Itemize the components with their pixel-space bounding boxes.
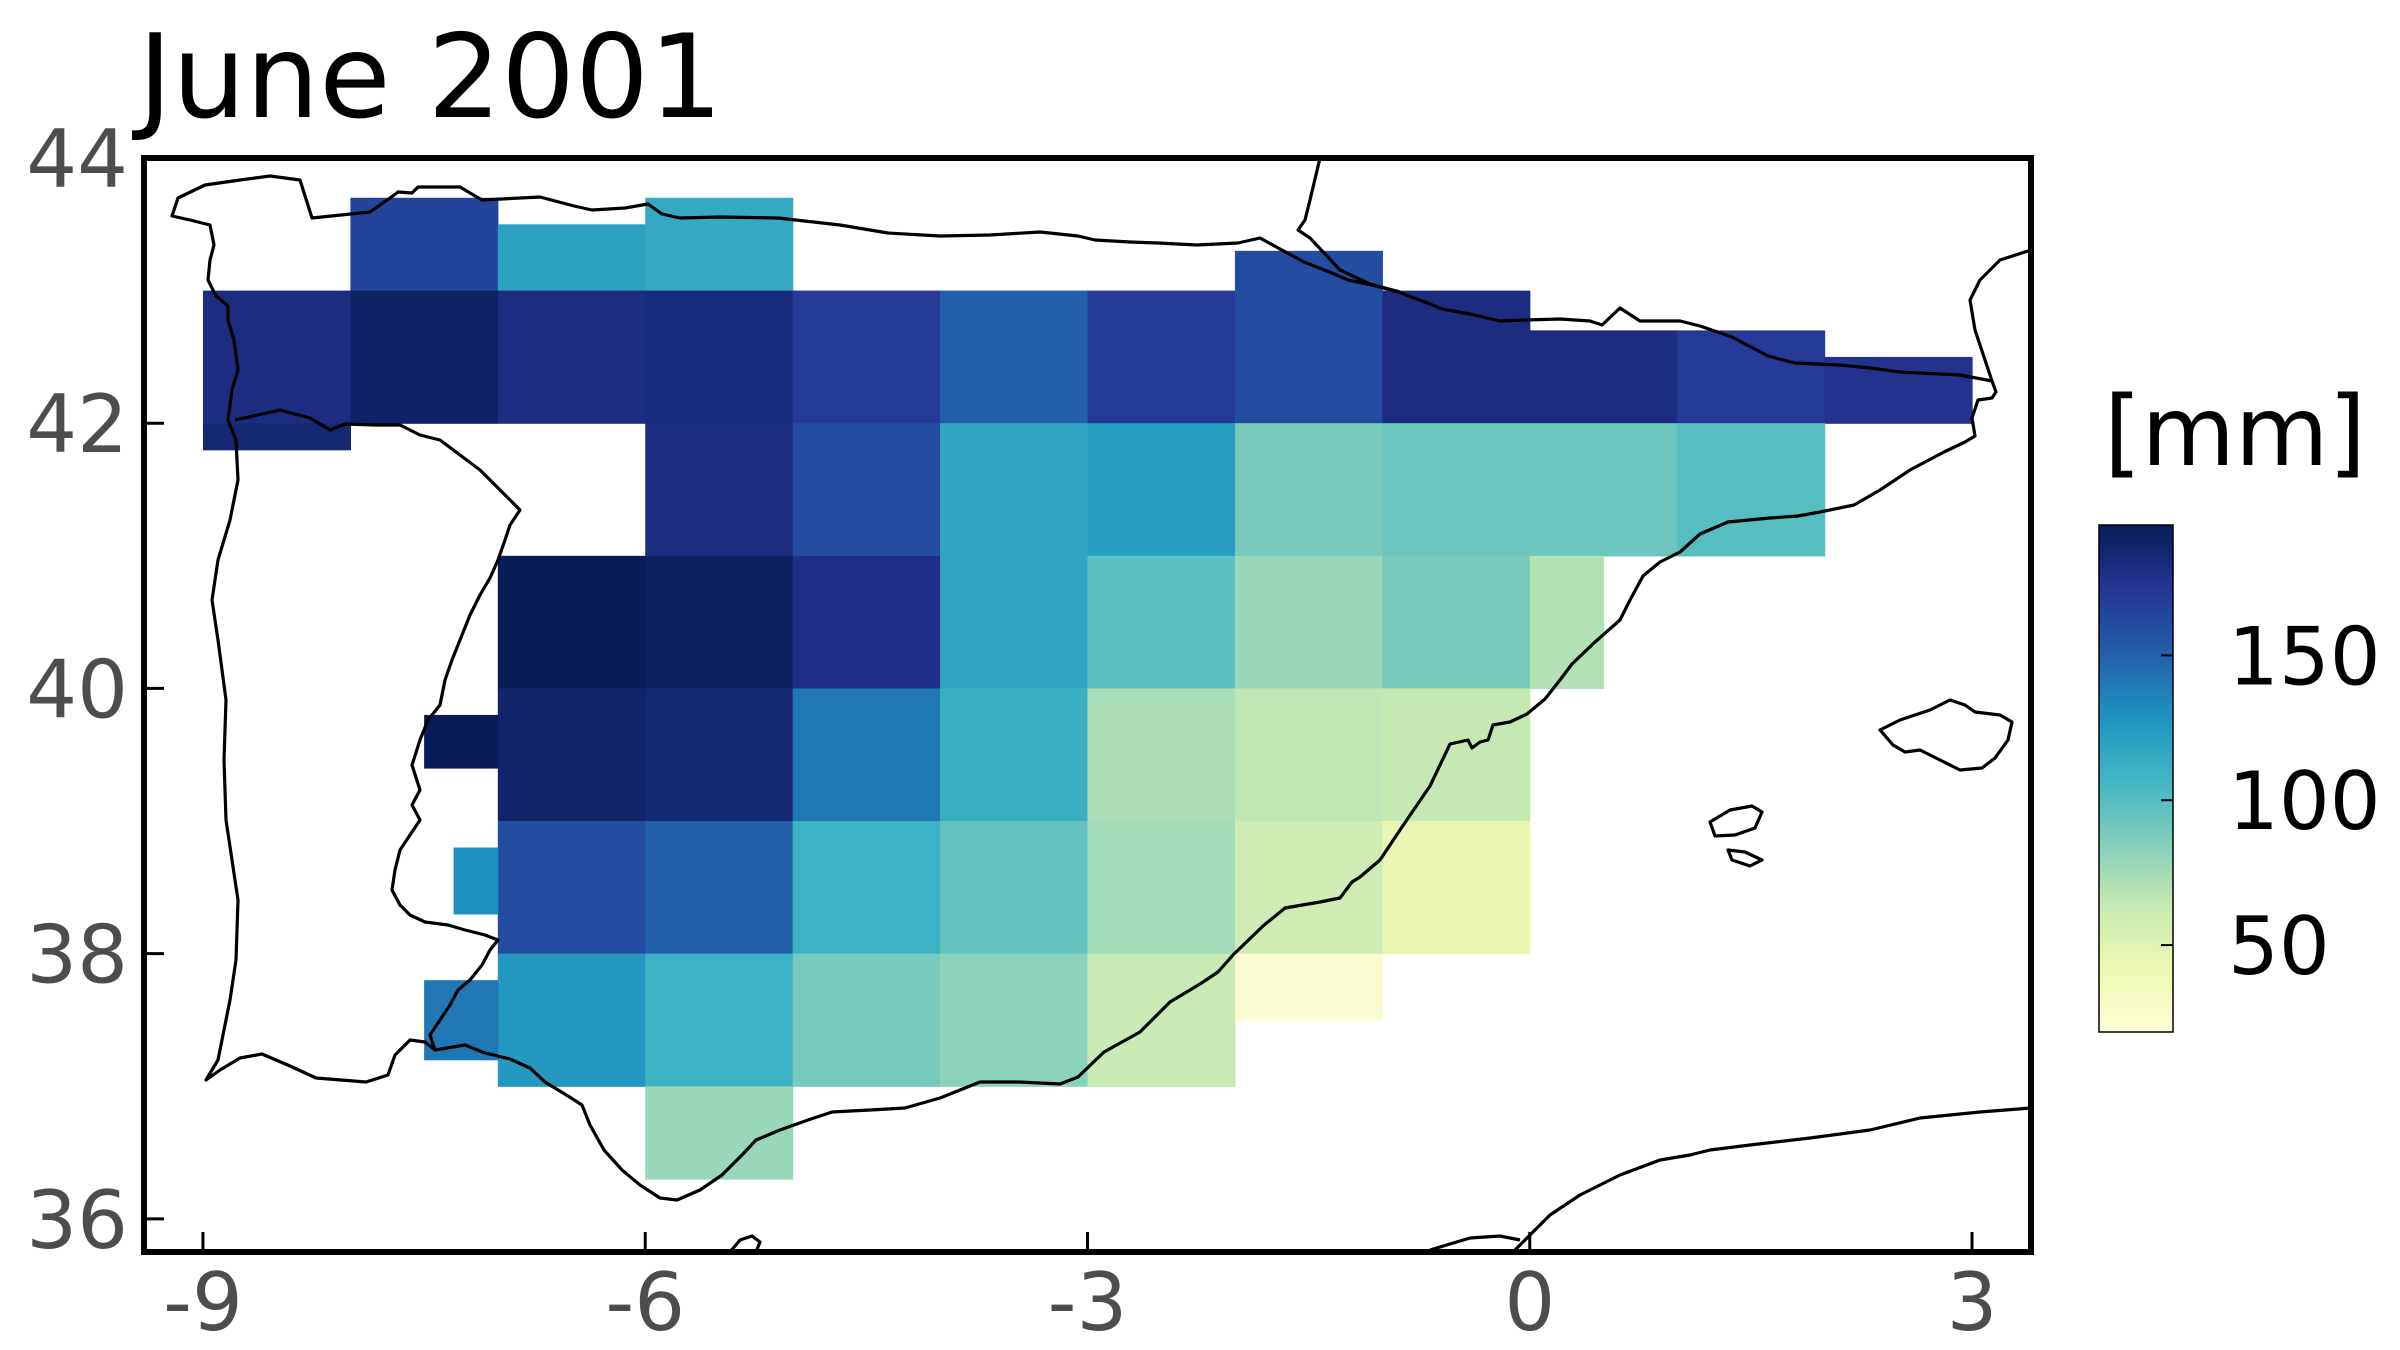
colorbar-tick-label: 100: [2228, 755, 2381, 848]
grid-cell: [497, 821, 646, 955]
grid-cell: [1234, 423, 1383, 557]
grid-cell: [1234, 555, 1383, 690]
colorbar: [mm] 50 100 150: [2098, 376, 2381, 1033]
coastline-france: [1296, 158, 1401, 294]
y-tick-label: 38: [26, 909, 128, 1002]
grid-cell: [350, 197, 499, 292]
grid-cell: [1382, 821, 1531, 955]
grid-cell: [792, 555, 941, 690]
coastline-africa: [728, 1106, 2031, 1252]
grid-cell: [1087, 423, 1236, 557]
grid-cell: [792, 821, 941, 955]
grid-cell: [453, 847, 499, 915]
coastline-france-med: [1968, 248, 2031, 382]
x-axis: -9 -6 -3 0 3: [163, 1232, 1997, 1349]
grid-cell: [1382, 688, 1531, 822]
grid-cell: [497, 555, 646, 690]
grid-cell: [940, 821, 1089, 955]
grid-cell: [1087, 555, 1236, 690]
colorbar-ticks: 50 100 150: [2161, 610, 2381, 993]
grid-cell: [792, 688, 941, 822]
grid-cell: [202, 290, 351, 424]
grid-cell: [940, 290, 1089, 424]
grid-cell: [497, 224, 646, 292]
grid-cell: [1234, 953, 1383, 1021]
coastline-portugal-border: [234, 408, 522, 1051]
colorbar-gradient: [2098, 524, 2174, 1033]
y-axis: 44 42 40 38 36: [26, 113, 164, 1267]
grid-cell: [645, 555, 794, 690]
x-tick-label: 3: [1947, 1256, 1998, 1349]
x-tick-label: -6: [605, 1256, 685, 1349]
y-tick-label: 44: [26, 113, 128, 206]
grid-cell: [940, 423, 1089, 557]
grid-cell: [1234, 821, 1383, 955]
grid-cell: [1677, 330, 1826, 424]
grid-cell: [497, 953, 646, 1087]
grid-cell: [1529, 330, 1678, 424]
grid-cell: [497, 688, 646, 822]
grid-cell: [1529, 555, 1605, 690]
x-tick-label: 0: [1504, 1256, 1555, 1349]
grid-cell: [645, 423, 794, 557]
grid-cell: [940, 555, 1089, 690]
grid-cell: [1234, 688, 1383, 822]
grid-cell: [645, 197, 794, 292]
grid-cell: [1087, 290, 1236, 424]
grid-cell: [202, 423, 351, 451]
grid-cell: [645, 1086, 794, 1180]
grid-cell: [497, 290, 646, 424]
colorbar-label: [mm]: [2104, 376, 2366, 488]
map-title: June 2001: [138, 10, 723, 145]
grid-cell: [940, 688, 1089, 822]
grid-cell: [940, 953, 1089, 1087]
grid-cell: [792, 290, 941, 424]
grid-cell: [645, 953, 794, 1087]
coastline-iberia: [170, 174, 1998, 1202]
grid-cell: [1234, 250, 1383, 424]
grid-cell: [1529, 423, 1678, 557]
grid-cell: [645, 290, 794, 424]
grid-cell: [1824, 356, 1973, 424]
y-tick-label: 40: [26, 643, 128, 736]
coastline: [170, 158, 2031, 1252]
coastline-formentera: [1726, 848, 1764, 868]
coastline-ibiza: [1708, 804, 1764, 838]
grid-cell: [1087, 821, 1236, 955]
grid-cell: [645, 821, 794, 955]
grid-cell: [645, 688, 794, 822]
precipitation-grid: [202, 197, 1973, 1180]
grid-cell: [1087, 688, 1236, 822]
colorbar-tick-label: 50: [2228, 900, 2330, 993]
grid-cell: [1382, 423, 1531, 557]
grid-cell: [1382, 555, 1531, 690]
grid-cell: [792, 423, 941, 557]
grid-cell: [350, 290, 499, 424]
coastline-mallorca: [1878, 698, 2014, 772]
colorbar-tick-label: 150: [2228, 610, 2381, 703]
grid-cell: [424, 714, 499, 769]
y-tick-label: 42: [26, 378, 128, 471]
x-tick-label: -9: [163, 1256, 243, 1349]
grid-cell: [792, 953, 941, 1087]
y-tick-label: 36: [26, 1174, 128, 1267]
x-tick-label: -3: [1048, 1256, 1128, 1349]
